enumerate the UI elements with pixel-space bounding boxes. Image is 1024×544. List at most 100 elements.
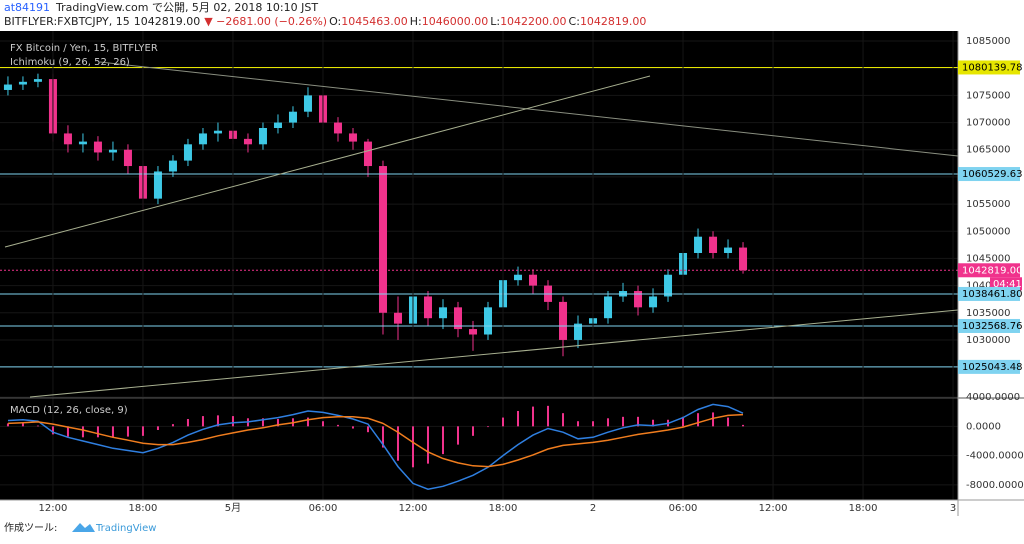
level-badge <box>958 286 1020 301</box>
histogram-bar <box>51 426 54 435</box>
macd-legend: MACD (12, 26, close, 9) <box>10 405 128 416</box>
histogram-bar <box>637 416 640 427</box>
level-label: 1038461.80 <box>962 289 1022 300</box>
histogram-bar <box>111 426 114 438</box>
histogram-bar <box>411 426 414 468</box>
y-tick-label: 1035000 <box>966 308 1011 319</box>
ohlc-value: 1045463.00 <box>341 15 407 28</box>
candle-body <box>63 133 72 145</box>
histogram-bar <box>276 419 279 427</box>
histogram-bar <box>216 415 219 427</box>
histogram-bar <box>6 423 9 427</box>
candle-body <box>303 95 312 112</box>
level-label: 1080139.78 <box>962 62 1022 73</box>
histogram-bar <box>201 416 204 427</box>
candle-body <box>423 296 432 319</box>
candle-body <box>108 149 117 153</box>
histogram-bar <box>456 426 459 445</box>
ohlc-value: 1042200.00 <box>500 15 566 28</box>
y-tick-label: 1045000 <box>966 253 1011 264</box>
candle-body <box>604 296 613 319</box>
histogram-bar <box>592 421 595 427</box>
symbol-line: BITFLYER:FXBTCJPY, 15 1042819.00 ▼ −2681.0… <box>4 15 646 28</box>
footer-label: 作成ツール: <box>4 522 57 534</box>
x-tick-label: 12:00 <box>399 503 428 514</box>
y-tick-label: 1070000 <box>966 118 1011 129</box>
candle-body <box>559 301 568 340</box>
level-label: 1060529.63 <box>962 169 1022 180</box>
ohlc-key: L: <box>490 15 500 28</box>
histogram-bar <box>727 417 730 427</box>
macd-line <box>7 403 744 490</box>
candle-body <box>739 247 748 271</box>
y-tick-label: 4000.0000 <box>966 392 1020 403</box>
x-tick-label: 06:00 <box>669 503 698 514</box>
y-tick-label: 0.0000 <box>966 421 1001 432</box>
histogram-bar <box>171 424 174 427</box>
candle-body <box>243 138 252 145</box>
histogram-bar <box>712 412 715 427</box>
ohlc-key: C: <box>569 15 580 28</box>
histogram-bar <box>652 419 655 427</box>
x-tick-label: 06:00 <box>309 503 338 514</box>
histogram-bar <box>231 416 234 427</box>
brand[interactable]: TradingView <box>95 523 156 534</box>
ohlc-value: 1046000.00 <box>422 15 488 28</box>
candle-body <box>378 166 387 313</box>
y-tick-label: 1030000 <box>966 335 1011 346</box>
candle-body <box>258 128 267 145</box>
candle-body <box>484 307 493 335</box>
histogram-bar <box>487 426 490 428</box>
indicator-legend: Ichimoku (9, 26, 52, 26) <box>10 57 130 68</box>
candle-body <box>453 307 462 330</box>
y-tick-label: 1075000 <box>966 90 1011 101</box>
candle-body <box>529 274 538 286</box>
histogram-bar <box>742 424 745 427</box>
x-tick-label: 18:00 <box>849 503 878 514</box>
histogram-bar <box>321 421 324 427</box>
level-badge <box>958 263 1020 278</box>
published: TradingView.com で公開, 5月 02, 2018 10:10 J… <box>55 1 318 14</box>
histogram-bar <box>607 418 610 427</box>
level-badge <box>958 359 1020 374</box>
histogram-bar <box>471 426 474 436</box>
candle-body <box>153 171 162 199</box>
candle-body <box>393 312 402 324</box>
candle-body <box>3 84 12 90</box>
candle-body <box>33 79 42 82</box>
histogram-bar <box>336 424 339 427</box>
plot-background <box>0 31 958 500</box>
histogram-bar <box>366 426 369 433</box>
candle-body <box>18 81 27 85</box>
histogram-bar <box>562 413 565 427</box>
histogram-bar <box>186 419 189 427</box>
plot <box>0 31 958 500</box>
candle-body <box>709 236 718 253</box>
change: ▼ −2681.00 (−0.26%) <box>204 15 327 28</box>
candle-body <box>363 141 372 167</box>
histogram-bar <box>426 426 429 464</box>
candle-body <box>198 133 207 145</box>
y-tick-label: 1085000 <box>966 36 1011 47</box>
x-tick-label: 2 <box>590 503 596 514</box>
x-tick-label: 12:00 <box>39 503 68 514</box>
candle-body <box>183 144 192 161</box>
level-badge <box>958 318 1020 333</box>
candle-body <box>78 141 87 145</box>
candle-body <box>664 274 673 297</box>
histogram-bar <box>351 426 354 429</box>
histogram-bar <box>532 406 535 427</box>
ohlc-value: 1042819.00 <box>580 15 646 28</box>
histogram-bar <box>36 425 39 427</box>
candle-body <box>694 236 703 253</box>
level-badge <box>958 60 1020 75</box>
histogram-bar <box>66 426 69 437</box>
histogram-bar <box>697 413 700 427</box>
x-tick-label: 18:00 <box>489 503 518 514</box>
candle-body <box>333 122 342 134</box>
last-price: 1042819.00 <box>134 15 200 28</box>
candle-body <box>123 149 132 167</box>
footer: 作成ツール: TradingView <box>4 522 156 534</box>
user[interactable]: at84191 <box>4 1 50 14</box>
histogram-bar <box>81 426 84 438</box>
